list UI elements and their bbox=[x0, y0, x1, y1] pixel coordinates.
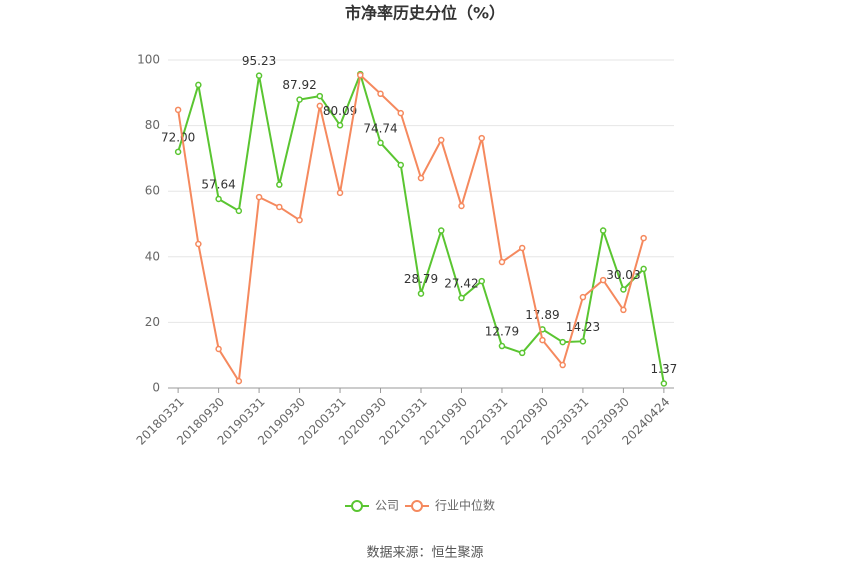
legend-marker bbox=[351, 500, 363, 512]
y-tick-label: 60 bbox=[145, 184, 160, 198]
y-tick-label: 80 bbox=[145, 118, 160, 132]
data-point bbox=[195, 81, 202, 89]
data-label: 12.79 bbox=[485, 325, 519, 339]
data-point bbox=[559, 361, 566, 369]
data-point bbox=[255, 193, 263, 201]
y-tick-label: 40 bbox=[145, 249, 160, 263]
data-point bbox=[458, 202, 465, 210]
data-label: 28.79 bbox=[404, 272, 438, 286]
data-point bbox=[498, 258, 506, 266]
data-point bbox=[377, 90, 384, 98]
data-point bbox=[559, 338, 566, 346]
data-point bbox=[296, 216, 303, 224]
y-tick-label: 20 bbox=[145, 315, 160, 329]
data-point bbox=[437, 227, 445, 234]
source-note: 数据来源：恒生聚源 bbox=[366, 546, 483, 561]
data-point bbox=[316, 92, 324, 100]
data-point bbox=[336, 189, 344, 197]
data-point bbox=[660, 380, 668, 387]
series-line bbox=[177, 71, 665, 384]
data-point bbox=[579, 293, 587, 301]
legend-label: 行业中位数 bbox=[435, 498, 495, 513]
data-point bbox=[235, 207, 243, 215]
data-label: 14.23 bbox=[566, 320, 600, 334]
data-point bbox=[174, 148, 182, 156]
data-point bbox=[417, 290, 425, 297]
data-point bbox=[620, 286, 627, 293]
data-label: 80.09 bbox=[323, 104, 357, 118]
data-point bbox=[235, 377, 243, 385]
data-point bbox=[195, 240, 202, 248]
data-point bbox=[599, 227, 607, 234]
data-point bbox=[620, 306, 627, 314]
series-line bbox=[177, 73, 645, 385]
data-point bbox=[518, 244, 526, 252]
data-point bbox=[276, 181, 283, 188]
data-label: 27.42 bbox=[444, 277, 478, 291]
data-point bbox=[215, 345, 222, 353]
data-label: 72.00 bbox=[161, 130, 195, 144]
legend-item: 行业中位数 bbox=[405, 498, 495, 513]
data-point bbox=[215, 195, 222, 203]
data-point bbox=[579, 338, 587, 345]
y-tick-label: 100 bbox=[137, 53, 160, 67]
data-point bbox=[417, 174, 425, 182]
data-label: 95.23 bbox=[242, 54, 276, 68]
data-point bbox=[640, 234, 647, 242]
data-point bbox=[478, 277, 485, 285]
data-point bbox=[397, 109, 405, 117]
data-label: 57.64 bbox=[201, 177, 235, 191]
data-label: 17.89 bbox=[525, 308, 559, 322]
data-label: 74.74 bbox=[363, 121, 397, 135]
data-point bbox=[357, 71, 364, 79]
data-point bbox=[336, 122, 344, 129]
data-point bbox=[296, 96, 303, 103]
data-point bbox=[174, 106, 182, 114]
data-point bbox=[498, 342, 506, 350]
data-label: 87.92 bbox=[282, 78, 316, 92]
data-point bbox=[539, 336, 546, 344]
data-point bbox=[640, 265, 647, 273]
data-point bbox=[397, 161, 405, 169]
legend-marker bbox=[411, 500, 423, 512]
legend-item: 公司 bbox=[345, 499, 399, 513]
data-point bbox=[377, 139, 384, 147]
y-tick-label: 0 bbox=[152, 381, 160, 395]
data-point bbox=[478, 134, 485, 142]
data-point bbox=[458, 294, 465, 302]
data-point bbox=[518, 349, 526, 357]
legend-label: 公司 bbox=[375, 499, 399, 513]
data-point bbox=[599, 276, 607, 284]
data-point bbox=[437, 136, 445, 144]
data-point bbox=[255, 72, 263, 79]
data-point bbox=[316, 102, 324, 110]
chart-title: 市净率历史分位（%） bbox=[345, 4, 505, 23]
data-point bbox=[276, 203, 283, 211]
data-label: 1.37 bbox=[651, 362, 678, 376]
